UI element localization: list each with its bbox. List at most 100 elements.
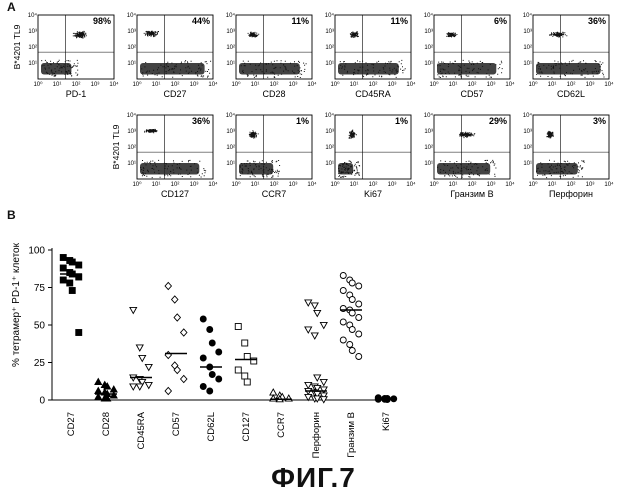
data-point (200, 384, 206, 390)
category-group: Перфорин (305, 300, 327, 458)
data-point (136, 345, 143, 351)
data-point (174, 314, 180, 321)
x-tick-label: 10⁰ (231, 81, 241, 88)
marker-label: Гранзим B (450, 189, 493, 199)
flow-plot: 36%10⁰10¹10²10³10⁴10¹10²10³10⁴CD62L (523, 12, 614, 99)
y-tick-label: 10¹ (28, 61, 37, 67)
marker-label: CD62L (557, 89, 585, 99)
data-point (305, 300, 312, 306)
data-point (242, 340, 248, 346)
quadrant-percent: 36% (588, 16, 606, 26)
quadrant-percent: 3% (593, 116, 606, 126)
y-tick-label: 75 (34, 283, 46, 294)
category-group: CD45RA (130, 307, 152, 449)
y-tick-label: 10³ (226, 29, 235, 35)
quadrant-percent: 44% (192, 16, 210, 26)
x-tick-label: 10⁰ (33, 81, 43, 88)
category-group: CD62L (200, 316, 222, 442)
x-tick-label: 10⁴ (208, 81, 218, 88)
data-point (305, 382, 312, 388)
data-point (181, 375, 187, 382)
flow-plot: 36%10⁰10¹10²10³10⁴10¹10²10³10⁴CD127 (127, 112, 218, 199)
y-tick-label: 10³ (325, 129, 334, 135)
y-tick-label: 10² (28, 45, 37, 51)
data-point (130, 307, 137, 313)
y-tick-label: 10³ (28, 29, 37, 35)
y-tick-label: 10² (325, 45, 334, 51)
y-tick-label: 10¹ (127, 61, 136, 67)
y-tick-label: 10⁴ (127, 112, 137, 119)
quadrant-percent: 6% (494, 16, 507, 26)
y-tick-label: 10¹ (424, 161, 433, 167)
category-group: CD28 (95, 379, 117, 437)
y-tick-label: 10³ (424, 29, 433, 35)
marker-label: Ki67 (364, 189, 382, 199)
marker-label: Перфорин (549, 189, 593, 199)
negative-population (536, 63, 601, 75)
category-label: CD27 (66, 412, 77, 436)
quadrant-percent: 1% (395, 116, 408, 126)
data-point (320, 387, 327, 393)
data-point (165, 351, 171, 358)
x-tick-label: 10³ (487, 182, 496, 188)
y-tick-label: 10² (424, 145, 433, 151)
data-point (314, 375, 321, 381)
marker-label: PD-1 (66, 89, 87, 99)
y-tick-label: 0 (39, 396, 45, 407)
category-group: Гранзим B (340, 273, 362, 458)
data-point (340, 288, 346, 294)
y-tick-label: 10⁴ (226, 112, 236, 119)
negative-population (239, 63, 300, 75)
y-tick-label: 10² (127, 145, 136, 151)
category-group: CD127 (235, 324, 257, 442)
y-tick-label: 10² (523, 145, 532, 151)
data-point (244, 354, 250, 360)
x-tick-label: 10⁰ (429, 181, 439, 188)
y-tick-label: 10⁴ (28, 12, 38, 19)
y-tick-label: 10² (127, 45, 136, 51)
x-tick-label: 10² (468, 182, 477, 188)
x-tick-label: 10¹ (152, 82, 161, 88)
data-point (130, 384, 137, 390)
x-tick-label: 10⁴ (604, 81, 614, 88)
flow-plot: 3%10⁰10¹10²10³10⁴10¹10²10³10⁴Перфорин (523, 112, 614, 199)
x-tick-label: 10² (270, 82, 279, 88)
negative-population (437, 63, 496, 75)
category-label: CCR7 (276, 412, 287, 438)
y-tick-label: 10⁴ (226, 12, 236, 19)
data-point (311, 303, 318, 309)
x-tick-label: 10¹ (548, 182, 557, 188)
data-point (349, 348, 355, 354)
data-point (207, 388, 213, 394)
category-label: CD127 (241, 412, 252, 442)
x-tick-label: 10¹ (350, 82, 359, 88)
y-tick-label: 10³ (127, 29, 136, 35)
x-tick-label: 10⁴ (208, 181, 218, 188)
data-point (60, 255, 66, 261)
x-tick-label: 10⁴ (604, 181, 614, 188)
data-point (60, 265, 66, 271)
data-point (172, 296, 178, 303)
data-point (356, 283, 362, 289)
x-tick-label: 10² (171, 82, 180, 88)
data-point (320, 322, 327, 328)
data-point (110, 392, 117, 398)
data-point (139, 355, 146, 361)
data-point (216, 376, 222, 382)
y-axis-title: % тетрамер⁺ PD-1⁺ клеток (11, 242, 22, 367)
x-tick-label: 10⁰ (330, 181, 340, 188)
x-tick-label: 10² (171, 182, 180, 188)
x-tick-label: 10⁴ (307, 181, 317, 188)
category-group: CD27 (60, 255, 82, 437)
x-tick-label: 10⁴ (406, 81, 416, 88)
x-tick-label: 10³ (289, 182, 298, 188)
data-point (356, 354, 362, 360)
x-tick-label: 10⁰ (528, 181, 538, 188)
y-tick-label: 10⁴ (424, 12, 434, 19)
data-point (209, 372, 215, 378)
data-point (349, 327, 355, 333)
data-point (285, 395, 292, 401)
y-tick-label: 10³ (523, 29, 532, 35)
x-tick-label: 10³ (586, 182, 595, 188)
quadrant-percent: 11% (390, 16, 408, 26)
